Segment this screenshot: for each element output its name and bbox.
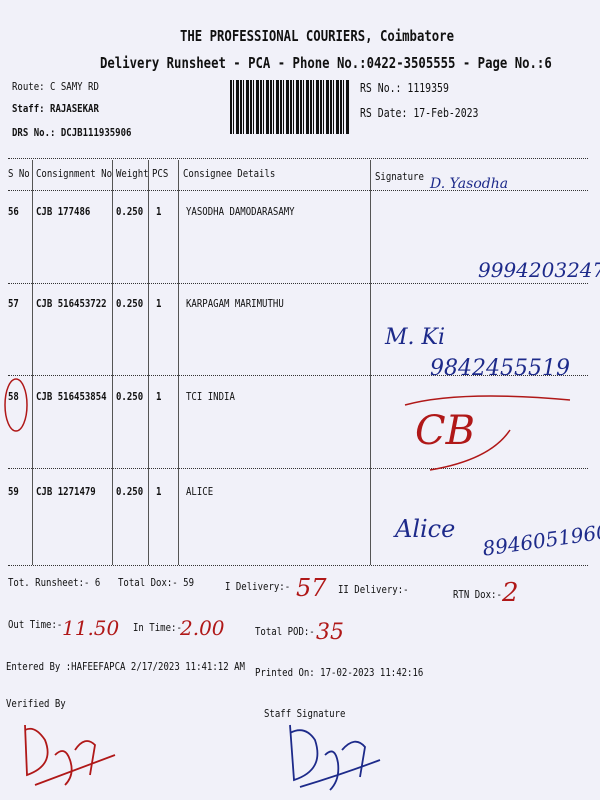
- entered-by: Entered By :HAFEEFAPCA 2/17/2023 11:41:1…: [6, 660, 245, 673]
- divider: [8, 283, 588, 284]
- pcs: 1: [156, 205, 162, 218]
- signature: CB: [415, 408, 475, 454]
- col-signature: Signature: [375, 170, 424, 183]
- out-time-label: Out Time:-: [8, 618, 63, 631]
- sno: 56: [8, 205, 19, 218]
- pcs: 1: [156, 297, 162, 310]
- handwritten-phone: 9842455519: [430, 356, 570, 381]
- divider: [8, 565, 588, 566]
- circle-mark: [4, 378, 28, 432]
- sno: 58: [8, 390, 19, 403]
- consignment-no: CJB 1271479: [36, 485, 96, 498]
- sno: 59: [8, 485, 19, 498]
- total-dox: Total Dox:- 59: [118, 576, 195, 589]
- handwritten-phone: 8946051960: [480, 519, 600, 561]
- total-pod-value: 35: [316, 620, 344, 645]
- col-pcs: PCS: [152, 167, 169, 180]
- weight: 0.250: [116, 205, 144, 218]
- in-time-value: 2.00: [180, 616, 225, 640]
- column-line: [32, 160, 33, 565]
- col-weight: Weight: [116, 167, 149, 180]
- handwritten-phone: 9994203247: [478, 258, 600, 282]
- sno: 57: [8, 297, 19, 310]
- col-sno: S No: [8, 167, 30, 180]
- consignment-no: CJB 516453722: [36, 297, 107, 310]
- column-line: [112, 160, 113, 565]
- tot-runsheet: Tot. Runsheet:- 6: [8, 576, 101, 589]
- consignee: YASODHA DAMODARASAMY: [186, 205, 295, 218]
- out-time-value: 11.50: [62, 616, 120, 640]
- ii-delivery-label: II Delivery:-: [338, 583, 409, 596]
- barcode: [230, 80, 350, 134]
- printed-on: Printed On: 17-02-2023 11:42:16: [255, 666, 424, 679]
- consignment-no: CJB 177486: [36, 205, 91, 218]
- rtn-dox-value: 2: [502, 578, 519, 608]
- pcs: 1: [156, 390, 162, 403]
- weight: 0.250: [116, 297, 144, 310]
- rtn-dox-label: RTN Dox:-: [453, 588, 502, 601]
- i-delivery-value: 57: [296, 574, 327, 602]
- consignee: TCI INDIA: [186, 390, 235, 403]
- signature: D. Yasodha: [430, 176, 509, 192]
- drs-no: DRS No.: DCJB111935906: [12, 126, 132, 139]
- divider: [8, 158, 588, 159]
- weight: 0.250: [116, 390, 144, 403]
- total-pod-label: Total POD:-: [255, 625, 315, 638]
- col-consignment: Consignment No: [36, 167, 113, 180]
- signature: M. Ki: [385, 325, 445, 350]
- route: Route: C SAMY RD: [12, 80, 99, 93]
- runsheet-subtitle: Delivery Runsheet - PCA - Phone No.:0422…: [100, 54, 552, 72]
- pcs: 1: [156, 485, 162, 498]
- consignee: ALICE: [186, 485, 214, 498]
- signature: Alice: [395, 515, 456, 543]
- column-line: [370, 160, 371, 565]
- verified-by-label: Verified By: [6, 697, 66, 710]
- rs-no: RS No.: 1119359: [360, 81, 449, 95]
- in-time-label: In Time:-: [133, 621, 182, 634]
- i-delivery-label: I Delivery:-: [225, 580, 291, 593]
- divider: [8, 375, 588, 376]
- consignee: KARPAGAM MARIMUTHU: [186, 297, 284, 310]
- weight: 0.250: [116, 485, 144, 498]
- col-consignee: Consignee Details: [183, 167, 276, 180]
- staff-signature-label: Staff Signature: [264, 707, 346, 720]
- staff: Staff: RAJASEKAR: [12, 102, 99, 115]
- divider: [8, 190, 588, 191]
- consignment-no: CJB 516453854: [36, 390, 107, 403]
- staff-signature: [289, 724, 381, 791]
- column-line: [148, 160, 149, 565]
- divider: [8, 468, 588, 469]
- signature-stroke: [404, 395, 571, 471]
- verified-signature: [24, 724, 116, 786]
- rs-date: RS Date: 17-Feb-2023: [360, 106, 479, 120]
- company-title: THE PROFESSIONAL COURIERS, Coimbatore: [180, 27, 454, 45]
- column-line: [178, 160, 179, 565]
